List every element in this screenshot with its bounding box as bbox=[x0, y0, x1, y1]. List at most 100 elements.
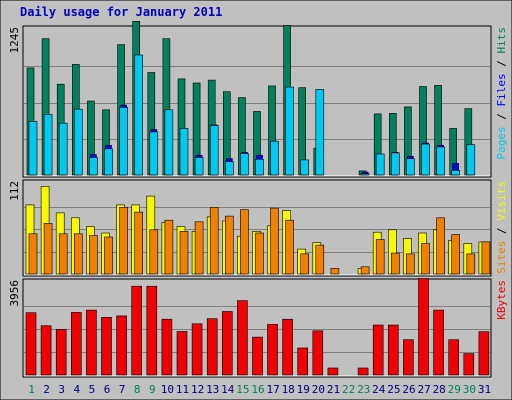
panel-top: 1245 Pages / Files / Hits bbox=[8, 20, 508, 178]
legend-text: / bbox=[495, 107, 508, 127]
x-tick-label: 25 bbox=[387, 383, 400, 396]
bar-kbytes-day-12 bbox=[191, 323, 203, 376]
x-tick-label: 12 bbox=[191, 383, 204, 396]
bar-sites-day-2 bbox=[43, 223, 53, 275]
bar-pages-day-18 bbox=[285, 86, 294, 176]
bar-sites-day-30 bbox=[466, 253, 476, 275]
bar-pages-day-23 bbox=[360, 173, 370, 176]
bar-kbytes-day-10 bbox=[161, 318, 173, 376]
x-tick-label: 19 bbox=[297, 383, 310, 396]
x-tick-label: 23 bbox=[357, 383, 370, 396]
bar-kbytes-day-3 bbox=[55, 329, 67, 376]
panel-frame bbox=[22, 278, 492, 378]
bar-pages-day-9 bbox=[149, 131, 159, 176]
x-tick-label: 14 bbox=[221, 383, 235, 396]
bar-pages-day-16 bbox=[255, 159, 264, 176]
bar-sites-day-24 bbox=[375, 239, 385, 275]
bar-pages-day-2 bbox=[43, 114, 53, 176]
panel-frame bbox=[22, 25, 492, 178]
bar-pages-day-12 bbox=[194, 157, 204, 176]
bar-pages-day-30 bbox=[466, 144, 476, 176]
x-tick-label: 16 bbox=[251, 383, 264, 396]
bar-sites-day-11 bbox=[179, 231, 189, 275]
bar-sites-day-25 bbox=[390, 252, 400, 275]
panel-max-label: 112 bbox=[8, 181, 21, 201]
legend-text: Files bbox=[495, 73, 508, 106]
bar-pages-day-10 bbox=[164, 109, 174, 176]
bar-kbytes-day-14 bbox=[222, 311, 233, 376]
bar-pages-day-20 bbox=[315, 89, 325, 176]
x-tick-label: 10 bbox=[161, 383, 174, 396]
bar-kbytes-day-6 bbox=[101, 316, 112, 376]
x-tick-label: 30 bbox=[463, 383, 476, 396]
bar-pages-day-8 bbox=[134, 54, 143, 176]
x-tick-label: 27 bbox=[417, 383, 430, 396]
bar-sites-day-31 bbox=[481, 241, 491, 275]
bar-sites-day-21 bbox=[330, 268, 340, 275]
bar-kbytes-day-2 bbox=[40, 325, 52, 376]
bar-sites-day-19 bbox=[300, 253, 310, 275]
bar-pages-day-13 bbox=[209, 125, 219, 176]
bar-sites-day-16 bbox=[255, 232, 264, 275]
bar-pages-day-11 bbox=[179, 128, 189, 176]
bar-sites-day-17 bbox=[270, 207, 279, 275]
x-tick-label: 11 bbox=[176, 383, 189, 396]
bar-kbytes-day-13 bbox=[206, 318, 218, 376]
bar-kbytes-day-16 bbox=[252, 336, 263, 376]
x-tick-label: 5 bbox=[89, 383, 96, 396]
bar-sites-day-6 bbox=[104, 236, 113, 275]
bar-sites-day-7 bbox=[119, 207, 128, 275]
bar-kbytes-day-19 bbox=[297, 347, 309, 376]
bar-sites-day-10 bbox=[164, 219, 174, 275]
x-tick-label: 1 bbox=[28, 383, 35, 396]
bar-kbytes-day-18 bbox=[282, 318, 293, 376]
legend-middle: Sites / Visits bbox=[495, 181, 508, 274]
bar-pages-day-15 bbox=[240, 153, 249, 176]
bar-kbytes-day-27 bbox=[418, 278, 429, 376]
bar-kbytes-day-26 bbox=[403, 339, 414, 376]
bar-kbytes-day-25 bbox=[387, 324, 399, 376]
bar-sites-day-20 bbox=[315, 244, 325, 275]
bar-sites-day-13 bbox=[209, 207, 219, 275]
x-tick-label: 18 bbox=[282, 383, 295, 396]
x-tick-label: 28 bbox=[433, 383, 446, 396]
x-tick-label: 15 bbox=[236, 383, 249, 396]
bar-sites-day-23 bbox=[360, 266, 370, 275]
bar-kbytes-day-21 bbox=[327, 367, 339, 376]
bar-kbytes-day-29 bbox=[448, 339, 460, 376]
bar-sites-day-29 bbox=[451, 234, 461, 275]
legend-text: / bbox=[495, 221, 508, 241]
panel-max-label: 3956 bbox=[8, 280, 21, 307]
bar-sites-day-1 bbox=[28, 233, 38, 275]
bar-kbytes-day-9 bbox=[146, 285, 158, 376]
bar-pages-day-6 bbox=[104, 148, 113, 176]
legend-top: Pages / Files / Hits bbox=[495, 27, 508, 160]
x-tick-label: 26 bbox=[402, 383, 415, 396]
bar-pages-day-3 bbox=[58, 122, 68, 176]
bar-kbytes-day-7 bbox=[116, 315, 127, 376]
bar-pages-day-5 bbox=[89, 157, 98, 176]
legend-text: Hits bbox=[495, 27, 508, 54]
x-tick-label: 13 bbox=[206, 383, 219, 396]
bar-sites-day-26 bbox=[406, 253, 415, 275]
x-tick-label: 2 bbox=[43, 383, 50, 396]
bar-sites-day-28 bbox=[436, 217, 445, 275]
bar-pages-day-7 bbox=[119, 107, 128, 176]
x-tick-label: 17 bbox=[266, 383, 279, 396]
bar-sites-day-14 bbox=[225, 215, 234, 275]
bar-sites-day-9 bbox=[149, 229, 159, 275]
bar-pages-day-1 bbox=[28, 121, 38, 176]
x-tick-label: 8 bbox=[134, 383, 141, 396]
bar-sites-day-4 bbox=[74, 233, 83, 275]
x-tick-label: 6 bbox=[104, 383, 111, 396]
bar-pages-day-28 bbox=[436, 146, 445, 176]
bar-kbytes-day-15 bbox=[237, 300, 248, 376]
bar-pages-day-17 bbox=[270, 140, 279, 176]
bar-kbytes-day-17 bbox=[267, 323, 278, 376]
legend-text: KBytes bbox=[495, 280, 508, 320]
bar-kbytes-day-4 bbox=[71, 312, 82, 376]
bar-kbytes-day-8 bbox=[131, 285, 142, 376]
panel-max-label: 1245 bbox=[8, 27, 21, 54]
x-tick-label: 4 bbox=[73, 383, 80, 396]
bar-pages-day-4 bbox=[74, 108, 83, 176]
